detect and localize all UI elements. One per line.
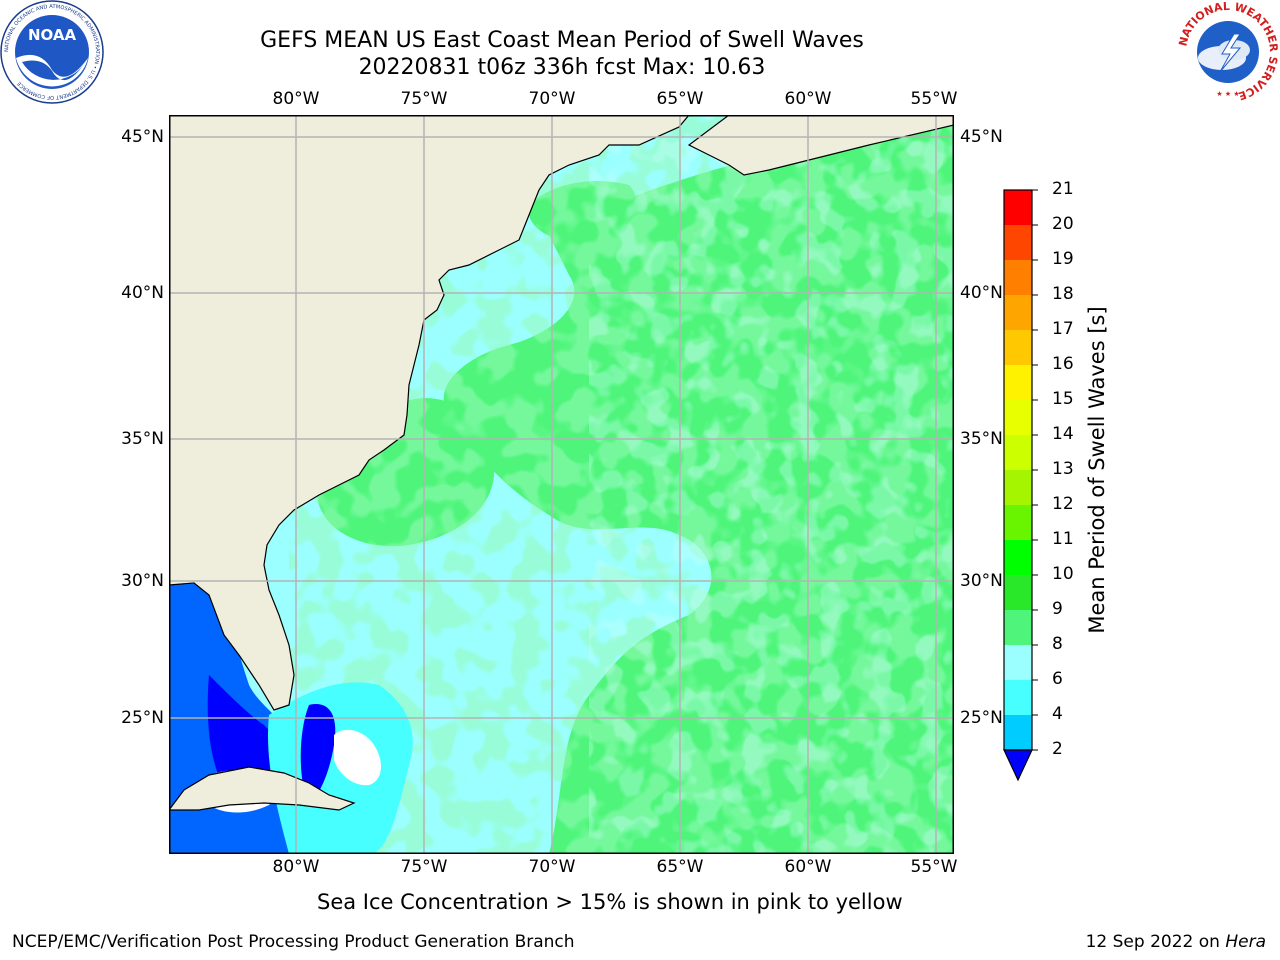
cuba-land (169, 766, 356, 811)
colorbar-segment (1004, 295, 1032, 331)
colorbar (1003, 189, 1038, 782)
noaa-logo-text: NOAA (28, 26, 77, 44)
colorbar-segment (1004, 400, 1032, 436)
colorbar-tick-label: 16 (1052, 354, 1074, 374)
lat-label-left: 25°N (121, 708, 164, 728)
colorbar-tick-label: 18 (1052, 284, 1074, 304)
lon-label-bottom: 75°W (400, 857, 448, 877)
colorbar-segment (1004, 715, 1032, 751)
lon-label-top: 55°W (910, 89, 958, 109)
us-east-coast-land (169, 115, 690, 711)
colorbar-tick-label: 13 (1052, 459, 1074, 479)
bahamas-white (334, 729, 381, 786)
colorbar-segment (1004, 470, 1032, 506)
colorbar-segment (1004, 645, 1032, 681)
lon-label-bottom: 80°W (272, 857, 320, 877)
noaa-logo: NATIONAL OCEANIC AND ATMOSPHERIC ADMINIS… (0, 0, 104, 104)
footer-branch: NCEP/EMC/Verification Post Processing Pr… (12, 932, 575, 952)
swell-texture (589, 115, 954, 854)
colorbar-tick-label: 20 (1052, 214, 1074, 234)
lat-label-left: 45°N (121, 127, 164, 147)
lat-label-left: 30°N (121, 571, 164, 591)
title-line-2: 20220831 t06z 336h fcst Max: 10.63 (358, 55, 766, 80)
graticule (169, 115, 954, 854)
lat-label-right: 25°N (960, 708, 1003, 728)
colorbar-segment (1004, 505, 1032, 541)
colorbar-tick-label: 12 (1052, 494, 1074, 514)
footer-date-text: 12 Sep 2022 on (1085, 932, 1226, 952)
colorbar-segment (1004, 680, 1032, 716)
colorbar-title: Mean Period of Swell Waves [s] (1085, 306, 1109, 634)
straits-low-period (300, 704, 336, 805)
map-frame (169, 115, 954, 854)
colorbar-segment (1004, 190, 1032, 226)
colorbar-segment (1004, 330, 1032, 366)
colorbar-tick-label: 10 (1052, 564, 1074, 584)
lon-label-top: 60°W (784, 89, 832, 109)
lon-label-top: 65°W (656, 89, 704, 109)
colorbar-segment (1004, 365, 1032, 401)
colorbar-segment (1004, 540, 1032, 576)
lat-label-left: 35°N (121, 429, 164, 449)
lon-label-bottom: 65°W (656, 857, 704, 877)
colorbar-segment (1004, 575, 1032, 611)
lon-label-top: 80°W (272, 89, 320, 109)
footer-host: Hera (1225, 932, 1266, 952)
svg-text:★ ★ ★: ★ ★ ★ (1216, 90, 1239, 98)
sea-ice-caption: Sea Ice Concentration > 15% is shown in … (317, 890, 903, 914)
colorbar-tick-label: 9 (1052, 599, 1063, 619)
nova-scotia-land (687, 115, 954, 176)
lon-label-bottom: 70°W (528, 857, 576, 877)
map-panel (169, 115, 954, 854)
colorbar-segment (1004, 435, 1032, 471)
colorbar-segment (1004, 610, 1032, 646)
colorbar-tick-label: 4 (1052, 704, 1063, 724)
lon-label-top: 75°W (400, 89, 448, 109)
lat-label-right: 30°N (960, 571, 1003, 591)
title-line-1: GEFS MEAN US East Coast Mean Period of S… (260, 28, 864, 53)
colorbar-tick-label: 11 (1052, 529, 1074, 549)
colorbar-segment (1004, 260, 1032, 296)
colorbar-tick-label: 17 (1052, 319, 1074, 339)
colorbar-tick-label: 8 (1052, 634, 1063, 654)
footer-date: 12 Sep 2022 on Hera (1086, 932, 1266, 952)
colorbar-tick-label: 19 (1052, 249, 1074, 269)
lat-label-right: 35°N (960, 429, 1003, 449)
colorbar-extend-arrow (1003, 749, 1033, 782)
nws-logo: NATIONAL WEATHER SERVICE ★ ★ ★ (1176, 0, 1280, 103)
lat-label-left: 40°N (121, 283, 164, 303)
lat-label-right: 40°N (960, 283, 1003, 303)
colorbar-tick-label: 2 (1052, 739, 1063, 759)
colorbar-segment (1004, 225, 1032, 261)
lon-label-top: 70°W (528, 89, 576, 109)
lon-label-bottom: 60°W (784, 857, 832, 877)
lat-label-right: 45°N (960, 127, 1003, 147)
lon-label-bottom: 55°W (910, 857, 958, 877)
colorbar-tick-label: 6 (1052, 669, 1063, 689)
colorbar-tick-label: 14 (1052, 424, 1074, 444)
colorbar-tick-label: 21 (1052, 179, 1074, 199)
colorbar-tick-label: 15 (1052, 389, 1074, 409)
